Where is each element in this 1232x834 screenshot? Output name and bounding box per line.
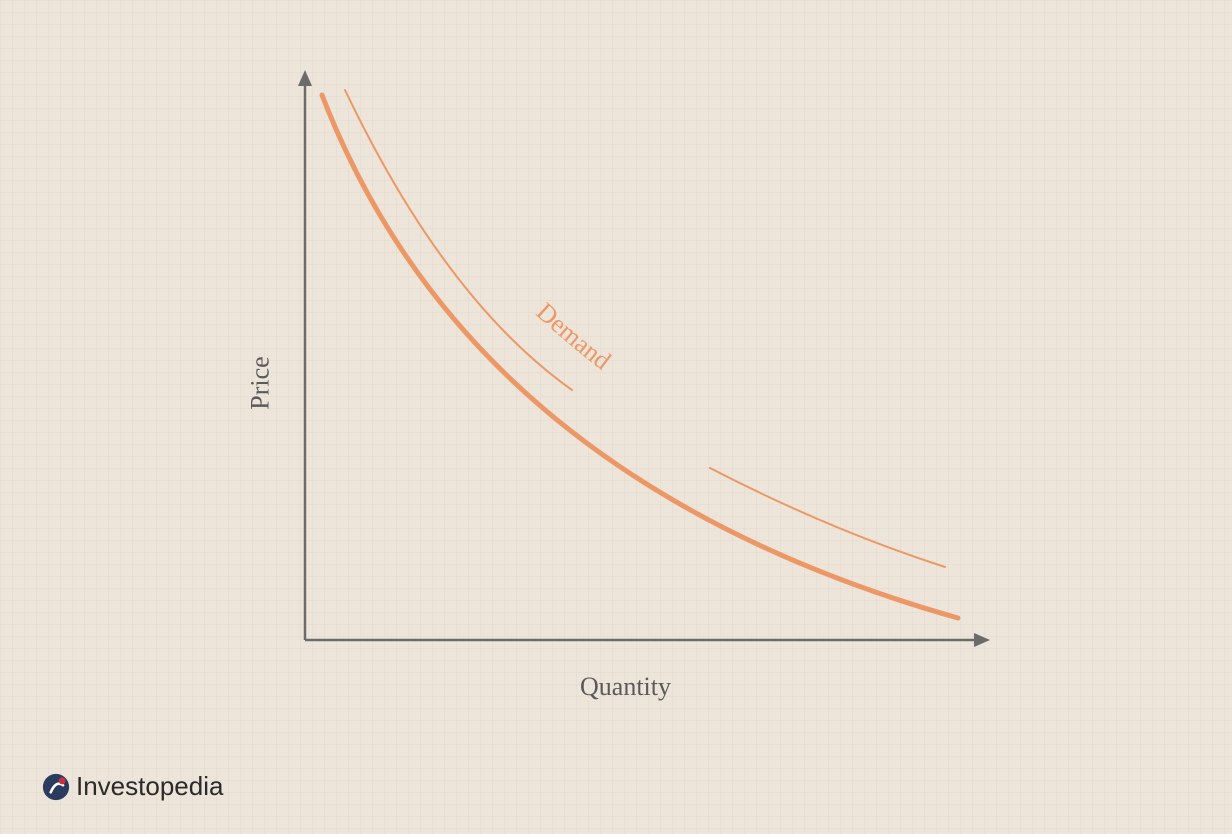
chart-background bbox=[0, 0, 1232, 834]
brand-name: Investopedia bbox=[76, 771, 223, 802]
investopedia-icon bbox=[42, 773, 70, 801]
y-axis-label: Price bbox=[246, 356, 276, 409]
x-axis-label: Quantity bbox=[580, 672, 671, 702]
brand-logo: Investopedia bbox=[42, 771, 223, 802]
chart-svg: Demand bbox=[0, 0, 1232, 834]
demand-curve-chart: Demand Price Quantity Investopedia bbox=[0, 0, 1232, 834]
